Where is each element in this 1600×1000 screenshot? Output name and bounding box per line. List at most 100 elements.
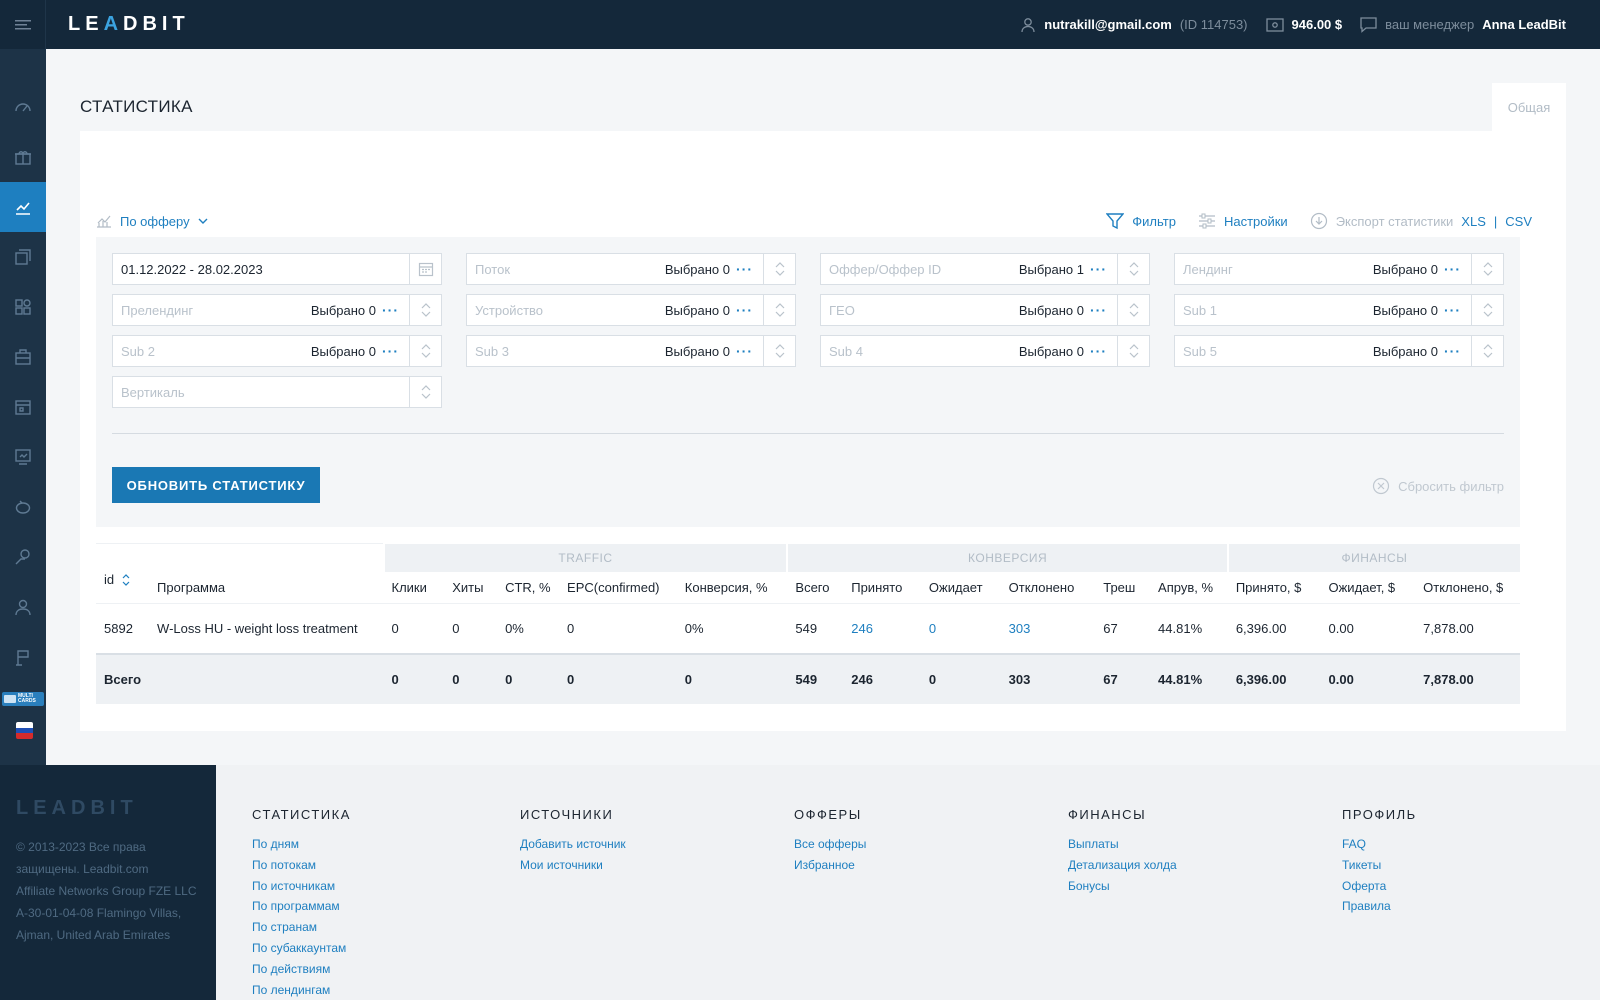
- footer-link[interactable]: Правила: [1342, 899, 1391, 914]
- filter-toggle-button[interactable]: [1471, 336, 1503, 366]
- reset-filter-button[interactable]: Сбросить фильтр: [1372, 477, 1504, 495]
- filter-button[interactable]: Фильтр: [1106, 212, 1176, 230]
- filter-toggle-button[interactable]: [1471, 295, 1503, 325]
- filter-field[interactable]: Sub 5 Выбрано 0 ···: [1174, 335, 1504, 367]
- more-options-icon[interactable]: ···: [382, 343, 399, 359]
- export-csv-link[interactable]: CSV: [1505, 213, 1532, 229]
- sidebar-item-dashboard[interactable]: [0, 82, 46, 132]
- footer-link[interactable]: По субаккаунтам: [252, 940, 347, 955]
- manager-info[interactable]: ваш менеджер Anna LeadBit: [1360, 16, 1566, 33]
- column-header-id[interactable]: id: [96, 572, 149, 604]
- more-options-icon[interactable]: ···: [1444, 261, 1461, 277]
- accepted-link[interactable]: 246: [843, 603, 921, 654]
- footer-link[interactable]: По источникам: [252, 878, 336, 893]
- calendar-button[interactable]: [409, 254, 441, 284]
- filter-field[interactable]: Sub 3 Выбрано 0 ···: [466, 335, 796, 367]
- footer-link[interactable]: По потокам: [252, 857, 317, 872]
- filter-toggle-button[interactable]: [763, 295, 795, 325]
- footer-link[interactable]: По действиям: [252, 961, 331, 976]
- export-separator: |: [1493, 213, 1498, 229]
- logo[interactable]: LEADBIT: [68, 13, 190, 35]
- rejected-link[interactable]: 303: [1000, 603, 1096, 654]
- sidebar-item-sources[interactable]: [0, 232, 46, 282]
- more-options-icon[interactable]: ···: [736, 343, 753, 359]
- footer-link[interactable]: Избранное: [794, 857, 855, 872]
- sidebar: MULTI CARDS: [0, 49, 46, 765]
- export-group: Экспорт статистики XLS | CSV: [1310, 212, 1532, 230]
- more-options-icon[interactable]: ···: [382, 302, 399, 318]
- filter-field[interactable]: Sub 4 Выбрано 0 ···: [820, 335, 1150, 367]
- filter-toggle-button[interactable]: [409, 295, 441, 325]
- sidebar-item-rules[interactable]: [0, 632, 46, 682]
- more-options-icon[interactable]: ···: [1090, 343, 1107, 359]
- sidebar-item-support[interactable]: [0, 532, 46, 582]
- date-range-field[interactable]: 01.12.2022 - 28.02.2023: [112, 253, 442, 285]
- column-header: Отклонено: [1008, 579, 1075, 595]
- filter-toggle-button[interactable]: [1117, 295, 1149, 325]
- sidebar-item-finance[interactable]: [0, 482, 46, 532]
- user-icon: [15, 599, 31, 616]
- vertical-placeholder: Вертикаль: [121, 384, 185, 400]
- filter-toggle-button[interactable]: [1471, 254, 1503, 284]
- footer-link[interactable]: Все офферы: [794, 837, 867, 851]
- filter-field[interactable]: Sub 1 Выбрано 0 ···: [1174, 294, 1504, 326]
- sidebar-item-monitor[interactable]: [0, 432, 46, 482]
- footer-link[interactable]: По лендингам: [252, 982, 331, 997]
- more-options-icon[interactable]: ···: [1444, 343, 1461, 359]
- pending-link[interactable]: 0: [920, 603, 1001, 654]
- update-statistics-button[interactable]: ОБНОВИТЬ СТАТИСТИКУ: [112, 467, 320, 503]
- sidebar-item-statistics[interactable]: [0, 182, 46, 232]
- more-options-icon[interactable]: ···: [736, 302, 753, 318]
- footer-link[interactable]: По дням: [252, 837, 300, 851]
- footer-link[interactable]: Бонусы: [1068, 878, 1110, 893]
- table-cell: 0: [559, 603, 677, 654]
- updown-arrows-icon: [775, 344, 784, 358]
- footer-link[interactable]: Мои источники: [520, 857, 603, 872]
- export-xls-link[interactable]: XLS: [1461, 213, 1486, 229]
- settings-button[interactable]: Настройки: [1198, 213, 1288, 229]
- footer-link[interactable]: Добавить источник: [520, 837, 626, 851]
- filter-field[interactable]: Прелендинг Выбрано 0 ···: [112, 294, 442, 326]
- filter-field[interactable]: Лендинг Выбрано 0 ···: [1174, 253, 1504, 285]
- tab-general[interactable]: Общая: [1492, 83, 1566, 131]
- filter-field[interactable]: Устройство Выбрано 0 ···: [466, 294, 796, 326]
- footer-link[interactable]: Выплаты: [1068, 837, 1119, 851]
- footer-link[interactable]: По программам: [252, 899, 340, 914]
- footer-link[interactable]: По странам: [252, 920, 318, 935]
- footer-link[interactable]: Детализация холда: [1068, 857, 1177, 872]
- filter-field[interactable]: Sub 2 Выбрано 0 ···: [112, 335, 442, 367]
- sidebar-item-calendar[interactable]: [0, 382, 46, 432]
- filter-toggle-button[interactable]: [763, 336, 795, 366]
- filter-toggle-button[interactable]: [1117, 254, 1149, 284]
- more-options-icon[interactable]: ···: [1444, 302, 1461, 318]
- calendar-icon: [418, 262, 433, 277]
- group-by-select[interactable]: По офферу: [96, 214, 208, 229]
- more-options-icon[interactable]: ···: [1090, 261, 1107, 277]
- vertical-field[interactable]: Вертикаль: [112, 376, 442, 408]
- more-options-icon[interactable]: ···: [736, 261, 753, 277]
- footer-link[interactable]: FAQ: [1342, 837, 1367, 851]
- sidebar-item-profile[interactable]: [0, 582, 46, 632]
- balance[interactable]: 946.00 $: [1265, 17, 1342, 33]
- filter-field[interactable]: Оффер/Оффер ID Выбрано 1 ···: [820, 253, 1150, 285]
- footer-link[interactable]: Оферта: [1342, 878, 1387, 893]
- filter-toggle-button[interactable]: [1117, 336, 1149, 366]
- sidebar-item-apps[interactable]: [0, 282, 46, 332]
- language-flag-ru[interactable]: [16, 722, 33, 739]
- chart-icon: [97, 215, 111, 228]
- offers-icon: [15, 151, 31, 165]
- filter-toggle-button[interactable]: [763, 254, 795, 284]
- filter-field[interactable]: Поток Выбрано 0 ···: [466, 253, 796, 285]
- filter-field[interactable]: ГЕО Выбрано 0 ···: [820, 294, 1150, 326]
- filter-toggle-button[interactable]: [409, 336, 441, 366]
- multicards-badge[interactable]: MULTI CARDS: [2, 692, 44, 706]
- column-header-label: id: [104, 571, 115, 587]
- sidebar-item-offers[interactable]: [0, 132, 46, 182]
- account-info[interactable]: nutrakill@gmail.com (ID 114753): [1020, 17, 1248, 33]
- more-options-icon[interactable]: ···: [1090, 302, 1107, 318]
- sidebar-item-tools[interactable]: [0, 332, 46, 382]
- vertical-toggle-button[interactable]: [409, 377, 441, 407]
- footer-column: СТАТИСТИКА По дням По потокам По источникам…: [252, 807, 351, 1000]
- menu-toggle-button[interactable]: [0, 0, 46, 49]
- footer-link[interactable]: Тикеты: [1342, 857, 1382, 872]
